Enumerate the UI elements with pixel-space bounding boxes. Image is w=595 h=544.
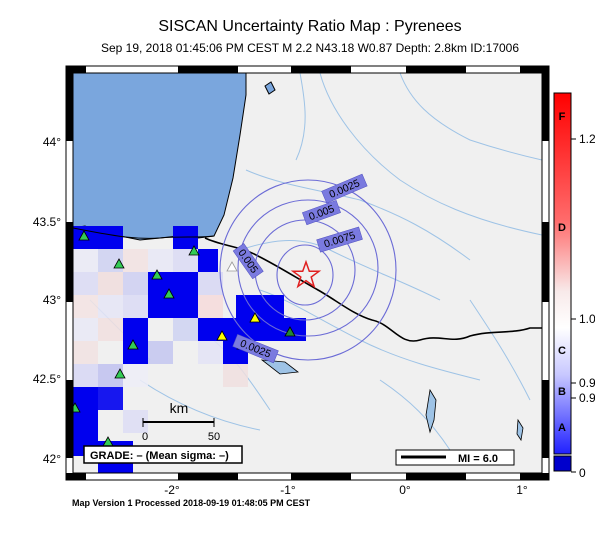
grade-box: GRADE: – (Mean sigma: –) — [83, 445, 243, 464]
uncertainty-grid-strong — [73, 226, 306, 473]
lon-tick-label: 1° — [516, 483, 528, 497]
scale-bar: km 0 50 — [142, 400, 220, 443]
lat-tick-label: 43.5° — [33, 215, 61, 229]
map-canvas: 0.0025 0.005 0.0075 0.005 0.0025 km — [73, 73, 542, 473]
lon-tick-label: -1° — [280, 483, 296, 497]
colorbar-value: 1.0 — [579, 312, 595, 326]
station-triangle — [226, 261, 238, 272]
national-border — [204, 237, 542, 342]
station-triangle — [113, 258, 125, 269]
reservoir — [260, 359, 300, 375]
lat-tick-label: 42° — [43, 452, 61, 466]
grade-text: GRADE: – (Mean sigma: –) — [90, 450, 229, 462]
axis-labels: -2° -1° 0° 1° 44° 43.5° 43° 42.5° 42° — [33, 135, 528, 497]
rivers — [89, 73, 542, 451]
station-triangle — [127, 339, 139, 350]
station-triangle — [78, 230, 90, 241]
station-triangle — [114, 368, 126, 379]
station-triangle — [249, 312, 261, 323]
uncertainty-grid-light — [73, 249, 248, 433]
lat-tick-label: 43° — [43, 293, 61, 307]
map-title: SISCAN Uncertainty Ratio Map : Pyrenees — [158, 18, 462, 35]
mi-legend-label: MI = 6.0 — [458, 453, 498, 465]
station-triangle — [151, 269, 163, 280]
colorbar-value: 0 — [579, 466, 586, 480]
colorbar-value: 0.9 — [579, 391, 595, 405]
lat-tick-label: 44° — [43, 135, 61, 149]
grade-letter: D — [558, 222, 566, 234]
scale-bar-tick: 50 — [208, 431, 220, 443]
epicenter-star — [290, 259, 322, 289]
scale-bar-label: km — [170, 400, 189, 416]
grade-letter: C — [558, 345, 566, 357]
station-triangle — [163, 288, 175, 299]
lat-tick-label: 42.5° — [33, 372, 61, 386]
station-triangle — [188, 245, 200, 256]
reservoir — [516, 418, 524, 442]
station-triangle — [73, 402, 81, 413]
station-markers — [73, 230, 296, 447]
lon-tick-label: -2° — [164, 483, 180, 497]
map-frame — [65, 65, 550, 481]
colorbar-value: 0.9 — [579, 376, 595, 390]
event-subtitle: Sep 19, 2018 01:45:06 PM CEST M 2.2 N43.… — [100, 41, 520, 55]
station-triangle — [216, 330, 228, 341]
lon-tick-label: 0° — [399, 483, 411, 497]
colorbar: F D C B A 1.2 1.0 0.9 0.9 0 — [553, 92, 595, 480]
ocean-bay-of-biscay — [73, 73, 247, 241]
grade-letter: A — [558, 422, 566, 434]
grade-letter: F — [559, 111, 566, 123]
mi-legend: MI = 6.0 — [395, 449, 515, 466]
scale-bar-tick: 0 — [142, 431, 148, 443]
map-version-footer: Map Version 1 Processed 2018-09-19 01:48… — [72, 498, 311, 508]
reservoir — [425, 388, 437, 434]
coastline-north — [73, 227, 215, 239]
station-triangle — [284, 326, 296, 337]
grade-letter: B — [558, 386, 566, 398]
small-island — [264, 81, 276, 95]
colorbar-value: 1.2 — [579, 132, 595, 146]
